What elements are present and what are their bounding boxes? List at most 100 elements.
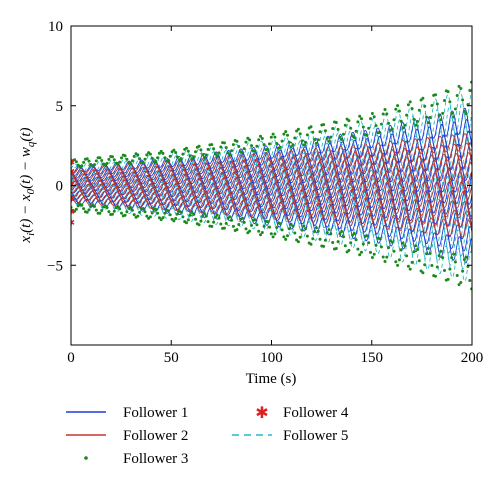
data-point <box>231 224 235 228</box>
data-point <box>73 209 77 213</box>
legend-item-follower-4: ✱ Follower 4 <box>255 403 349 422</box>
data-point <box>98 156 102 160</box>
data-point <box>370 256 374 259</box>
data-point <box>278 145 282 149</box>
data-point <box>343 123 347 127</box>
data-point <box>372 115 376 119</box>
data-point <box>383 260 387 263</box>
data-point <box>145 153 149 157</box>
data-point <box>111 155 114 159</box>
data-point <box>150 156 154 160</box>
data-point <box>311 237 315 241</box>
data-point <box>437 254 441 258</box>
data-point <box>365 133 369 137</box>
series-line <box>71 142 472 178</box>
data-point <box>280 139 284 143</box>
data-point <box>313 229 317 233</box>
data-point <box>464 112 468 116</box>
series-line <box>71 133 472 175</box>
data-point <box>437 113 441 117</box>
data-point <box>318 237 322 241</box>
data-point <box>379 122 383 126</box>
data-point <box>434 274 437 278</box>
data-point <box>213 152 217 156</box>
x-tick-label: 100 <box>260 350 283 366</box>
data-point <box>450 256 454 260</box>
data-point <box>423 104 427 108</box>
data-point <box>342 132 345 136</box>
data-point <box>403 244 407 248</box>
data-point: ✱ <box>67 218 75 229</box>
data-point <box>425 115 428 119</box>
data-point <box>284 237 288 241</box>
data-point <box>224 146 228 150</box>
data-point <box>416 248 419 251</box>
data-point <box>385 112 389 116</box>
y-tick-label: 10 <box>48 19 63 35</box>
y-tick-labels: −5 0 5 10 <box>47 19 63 274</box>
data-point <box>73 158 77 162</box>
data-point <box>396 104 400 108</box>
data-point <box>269 135 273 139</box>
data-point <box>181 215 185 219</box>
data-point <box>85 210 89 214</box>
data-point <box>408 100 412 104</box>
data-point <box>194 150 197 154</box>
data-point <box>192 212 196 216</box>
data-point <box>257 138 261 142</box>
data-point <box>287 227 291 231</box>
data-point <box>248 229 252 233</box>
data-point <box>414 123 418 127</box>
data-point <box>356 247 360 251</box>
data-point <box>334 247 338 250</box>
data-point <box>129 206 132 209</box>
data-point <box>329 232 333 236</box>
data-point <box>148 152 152 156</box>
data-point <box>338 135 342 139</box>
data-point <box>443 99 446 102</box>
data-point <box>291 224 295 228</box>
data-point <box>138 210 142 214</box>
data-point <box>242 147 246 151</box>
data-point <box>253 218 257 222</box>
data-point <box>417 108 421 112</box>
data-point <box>136 153 140 157</box>
data-point <box>194 217 197 221</box>
x-tick-label: 0 <box>67 350 75 366</box>
data-point <box>439 249 443 253</box>
data-point <box>156 156 160 160</box>
data-point <box>305 133 309 137</box>
data-point <box>340 138 344 141</box>
data-point <box>204 153 208 157</box>
data-point <box>385 255 389 259</box>
data-point <box>230 218 234 222</box>
data-point <box>390 240 394 244</box>
data-point <box>459 87 463 90</box>
data-point <box>210 224 214 228</box>
data-point <box>74 207 78 211</box>
data-point <box>378 130 382 134</box>
data-point <box>212 220 216 224</box>
data-point <box>343 244 347 248</box>
data-point <box>354 238 358 242</box>
data-point <box>120 211 123 215</box>
data-point <box>262 143 266 147</box>
legend-item-follower-1: Follower 1 <box>66 405 188 421</box>
data-point <box>93 204 96 208</box>
data-point: ✱ <box>67 167 75 178</box>
data-point <box>354 129 358 133</box>
series-line <box>71 152 472 181</box>
data-point <box>228 215 232 219</box>
data-point <box>327 139 331 143</box>
data-point <box>327 228 331 232</box>
series-follower-1 <box>71 107 472 264</box>
data-point <box>316 229 320 233</box>
data-point <box>179 210 183 214</box>
legend-swatch-follower-4: ✱ <box>255 403 268 422</box>
data-point <box>302 224 306 228</box>
data-point <box>132 154 136 158</box>
data-point <box>358 253 362 257</box>
data-point <box>185 146 188 150</box>
data-point <box>396 263 400 267</box>
